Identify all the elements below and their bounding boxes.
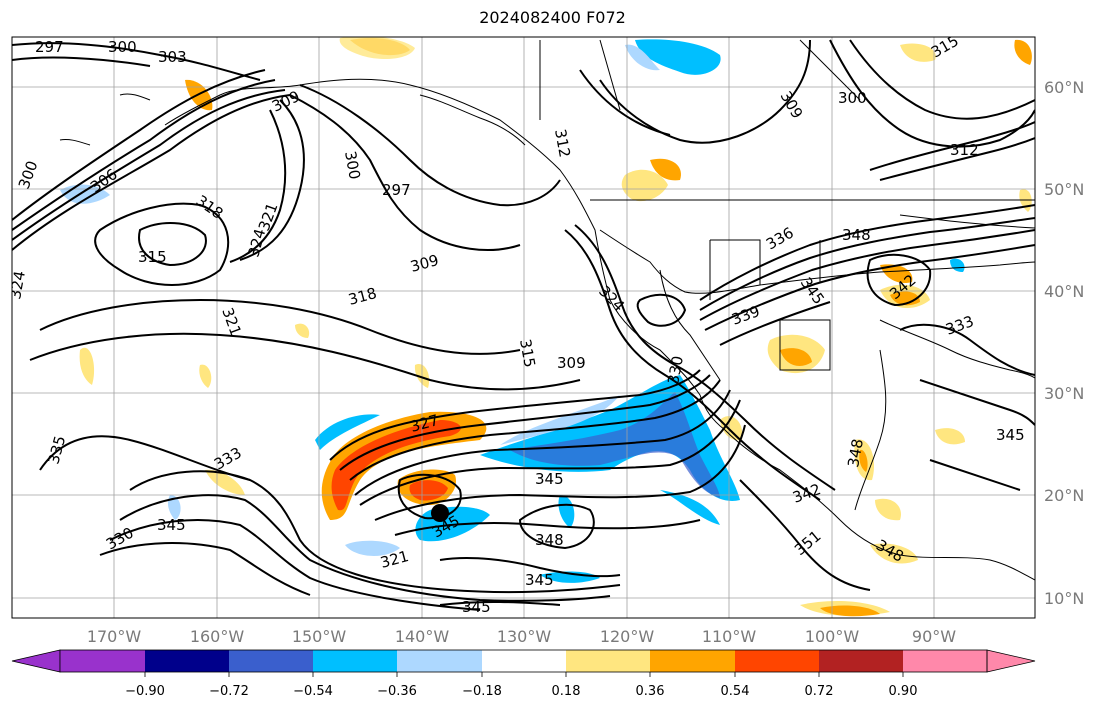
colorbar-tick-label: −0.36 bbox=[377, 684, 417, 699]
lat-label: 60°N bbox=[1044, 78, 1084, 97]
colorbar-segment bbox=[229, 650, 313, 672]
contour-label: 300 bbox=[108, 38, 137, 56]
colorbar-tick-label: −0.54 bbox=[293, 684, 333, 699]
lon-label: 110°W bbox=[702, 627, 757, 646]
contour-label: 300 bbox=[341, 150, 364, 181]
contour-label: 309 bbox=[557, 354, 586, 372]
lat-label: 50°N bbox=[1044, 180, 1084, 199]
colorbar-segment bbox=[903, 650, 987, 672]
gridlines bbox=[12, 37, 1035, 618]
colorbar-segment bbox=[819, 650, 903, 672]
coastlines bbox=[59, 39, 1035, 581]
contour-label: 324 bbox=[6, 269, 29, 300]
lat-label: 10°N bbox=[1044, 589, 1084, 608]
colorbar-tick-label: −0.90 bbox=[125, 684, 165, 699]
contour-label: 348 bbox=[842, 226, 871, 244]
colorbar: −0.90 −0.72 −0.54 −0.36 −0.18 0.18 0.36 … bbox=[11, 649, 1036, 699]
lon-label: 120°W bbox=[600, 627, 655, 646]
colorbar-segment bbox=[482, 650, 566, 672]
colorbar-tick-label: 0.36 bbox=[636, 684, 665, 699]
colorbar-segment bbox=[60, 650, 145, 672]
colorbar-segment bbox=[566, 650, 650, 672]
colorbar-segment bbox=[735, 650, 819, 672]
contour-label: 312 bbox=[950, 141, 979, 159]
lon-label: 100°W bbox=[805, 627, 860, 646]
lon-label: 130°W bbox=[497, 627, 552, 646]
lon-label: 150°W bbox=[292, 627, 347, 646]
contour-label: 315 bbox=[138, 248, 167, 266]
latitude-axis: 60°N 50°N 40°N 30°N 20°N 10°N bbox=[1044, 78, 1084, 608]
colorbar-tick-label: 0.72 bbox=[805, 684, 834, 699]
colorbar-tick-label: 0.18 bbox=[552, 684, 581, 699]
colorbar-tick-label: 0.54 bbox=[721, 684, 750, 699]
contour-label: 345 bbox=[996, 426, 1025, 444]
colorbar-segment bbox=[313, 650, 397, 672]
colorbar-segment bbox=[397, 650, 482, 672]
cyclone-center-marker bbox=[431, 504, 449, 522]
lon-label: 90°W bbox=[912, 627, 956, 646]
contour-label: 348 bbox=[535, 531, 564, 549]
contour-label: 315 bbox=[516, 338, 539, 369]
contour-label: 303 bbox=[158, 48, 187, 66]
lat-label: 40°N bbox=[1044, 282, 1084, 301]
contour-label: 345 bbox=[535, 470, 564, 488]
colorbar-tick-label: −0.18 bbox=[462, 684, 502, 699]
contour-label: 330 bbox=[664, 354, 687, 385]
lon-label: 160°W bbox=[190, 627, 245, 646]
lat-label: 20°N bbox=[1044, 486, 1084, 505]
contour-lines bbox=[12, 39, 1035, 611]
lat-label: 30°N bbox=[1044, 384, 1084, 403]
contour-label: 297 bbox=[382, 181, 411, 199]
contour-label: 345 bbox=[462, 598, 491, 616]
colorbar-tick-label: −0.72 bbox=[209, 684, 249, 699]
colorbar-left-extend bbox=[11, 649, 61, 673]
contour-label: 297 bbox=[35, 38, 64, 56]
map-panel: 297 300 303 300 306 309 318 315 324 321 … bbox=[6, 37, 1035, 618]
contour-label: 312 bbox=[551, 128, 574, 159]
contour-label: 345 bbox=[525, 571, 554, 589]
map-frame bbox=[11, 36, 1036, 619]
longitude-axis: 170°W 160°W 150°W 140°W 130°W 120°W 110°… bbox=[87, 627, 956, 646]
lon-label: 170°W bbox=[87, 627, 142, 646]
lon-label: 140°W bbox=[395, 627, 450, 646]
contour-label: 348 bbox=[844, 437, 867, 468]
map-title: 2024082400 F072 bbox=[479, 8, 626, 27]
shading-alaska-cold bbox=[635, 39, 721, 75]
contour-label: 345 bbox=[157, 516, 186, 534]
colorbar-tick-label: 0.90 bbox=[889, 684, 918, 699]
colorbar-right-extend bbox=[986, 649, 1036, 673]
colorbar-segment bbox=[650, 650, 735, 672]
shading-hurricane-outer bbox=[321, 411, 487, 520]
contour-label: 300 bbox=[838, 89, 867, 107]
colorbar-segment bbox=[145, 650, 229, 672]
